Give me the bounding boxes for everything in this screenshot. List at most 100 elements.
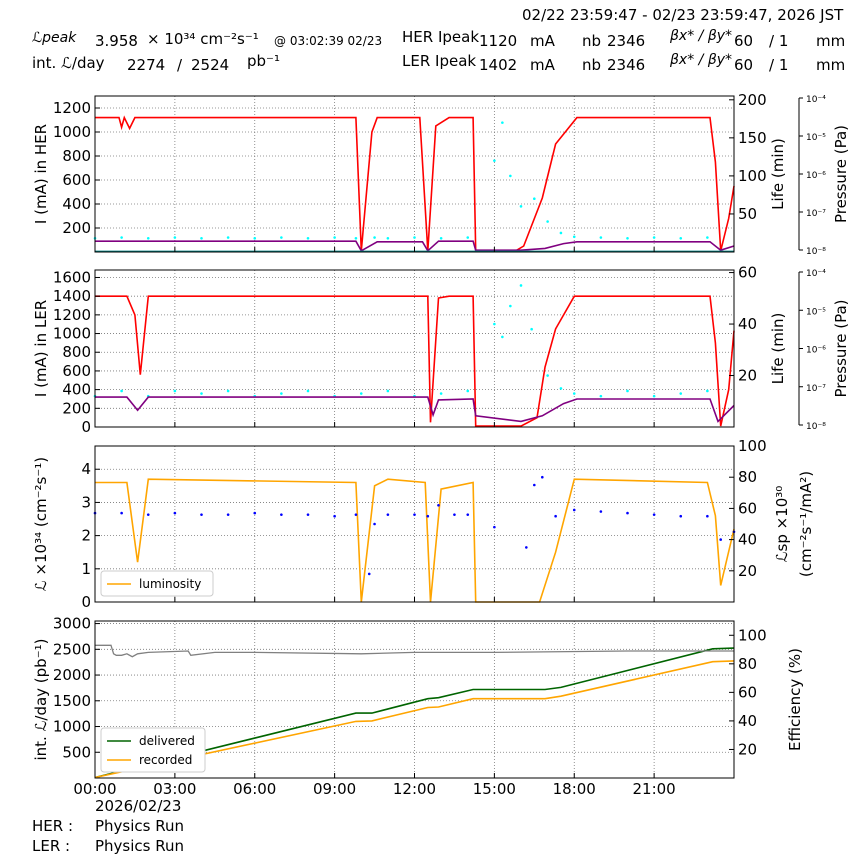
y-tick-label: 200 [62,399,91,417]
x-tick-label: 21:00 [633,780,676,798]
data-point-specific [533,483,536,487]
data-point-lifetime [333,236,336,239]
legend-box [100,570,214,597]
intl-sep: / [177,56,183,74]
y-tick-label: 800 [62,147,91,165]
data-point-lifetime [706,236,709,239]
lpeak-label: ℒpeak [32,30,77,46]
pressure-tick-label: 10⁻⁸ [806,247,826,257]
data-point-specific [146,513,150,516]
y2-tick-label: 50 [738,205,757,223]
time-range: 02/22 23:59:47 - 02/23 23:59:47, 2026 JS… [522,6,844,24]
lpeak-unit: × 10³⁴ cm⁻²s⁻¹ [147,30,259,48]
legend-label-delivered: delivered [139,734,195,748]
data-point-lifetime [652,394,656,398]
data-point-lifetime [501,335,504,339]
ler-peak-label: LER Ipeak [402,52,477,70]
data-point-specific [719,538,722,541]
data-point-specific [453,513,456,516]
y-tick-label: 1200 [53,306,91,324]
data-point-lifetime [626,389,629,393]
y-axis-label: int. ℒ/day (pb⁻¹) [32,639,50,761]
date-label: 2026/02/23 [95,797,182,815]
data-point-lifetime [559,387,563,390]
y-tick-label: 600 [62,362,91,380]
ler-beta-unit: mm [816,56,846,74]
her-run-label: HER : [32,817,74,835]
data-point-lifetime [120,389,123,393]
data-point-lifetime [280,236,283,239]
data-point-lifetime [706,389,709,393]
x-tick-label: 12:00 [393,780,436,798]
y2-tick-label: 40 [738,531,757,549]
data-point-specific [572,508,576,512]
y2-tick-label: 80 [738,655,757,673]
y-tick-label: 3000 [53,615,91,633]
y2-tick-label: 60 [738,683,757,701]
data-point-lifetime [173,389,177,393]
series-line-pressure [95,396,735,423]
legend-label-luminosity: luminosity [139,577,201,591]
y-tick-label: 1600 [53,268,91,286]
pressure-tick-label: 10⁻⁸ [806,422,826,432]
pressure-tick-label: 10⁻⁵ [806,133,826,143]
y2-axis-label: ℒsp ×10³⁰ [773,486,791,563]
intl-recorded: 2524 [191,56,230,74]
data-point-lifetime [439,237,443,240]
data-point-lifetime [546,374,549,377]
y-tick-label: 0 [81,418,91,436]
data-point-lifetime [354,237,358,240]
data-point-lifetime [373,236,376,239]
data-point-lifetime [519,205,523,208]
data-point-lifetime [306,237,310,240]
data-point-lifetime [572,392,576,395]
legend-box [100,727,206,773]
y2-tick-label: 100 [738,167,767,185]
y-axis-label: ℒ ×10³⁴ (cm⁻²s⁻¹) [32,457,50,591]
intl-delivered: 2274 [127,56,166,74]
data-point-specific [354,513,358,516]
data-point-lifetime [413,236,416,239]
data-point-lifetime [466,236,470,239]
pressure-tick-label: 10⁻⁷ [806,209,826,219]
data-point-specific [679,514,683,518]
data-point-lifetime [509,174,512,178]
data-point-specific [599,510,603,513]
ler-beta-label: βx* / βy* [670,52,733,68]
data-point-lifetime [359,392,363,395]
data-point-specific [173,511,177,515]
y2-axis-label: Life (min) [769,313,787,385]
y2-tick-label: 150 [738,129,767,147]
y2-tick-label: 40 [738,712,757,730]
data-point-lifetime [386,389,390,393]
data-point-lifetime [173,236,177,239]
y-tick-label: 4 [81,460,91,478]
y2-axis-label: Life (min) [769,138,787,210]
y-tick-label: 400 [62,195,91,213]
data-point-lifetime [509,304,512,308]
pressure-tick-label: 10⁻⁶ [806,346,826,356]
her-beta-unit: mm [816,32,846,50]
data-point-specific [200,513,203,516]
pressure-tick-label: 10⁻⁴ [806,95,826,105]
data-point-specific [626,511,629,515]
ler-run-status: Physics Run [95,837,185,855]
data-point-lifetime [120,236,123,239]
y-tick-label: 1000 [53,718,91,736]
intl-unit: pb⁻¹ [247,52,280,70]
y-tick-label: 0 [81,593,91,611]
data-point-lifetime [533,197,536,201]
pressure-tick-label: 10⁻⁶ [806,171,826,181]
data-point-specific [226,513,230,516]
data-point-lifetime [493,159,496,162]
y-tick-label: 600 [62,171,91,189]
y-tick-label: 200 [62,219,91,237]
data-point-lifetime [546,220,549,223]
y2-axis-label: Efficiency (%) [786,648,804,751]
y-tick-label: 2 [81,527,91,545]
y2-tick-label: 100 [738,437,767,455]
y-tick-label: 1200 [53,99,91,117]
data-point-lifetime [599,236,603,239]
data-point-lifetime [530,327,533,331]
